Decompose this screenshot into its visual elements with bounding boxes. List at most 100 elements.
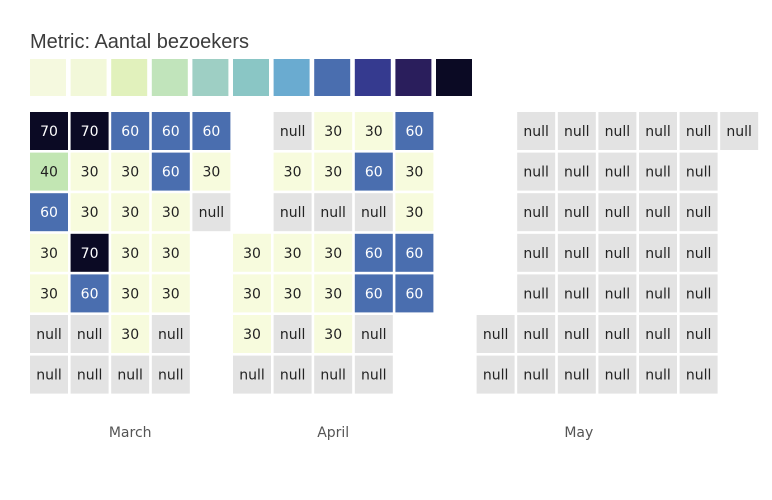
cell-label: null: [320, 368, 346, 384]
heatmap-cell: [233, 355, 271, 394]
cell-label: 30: [162, 286, 180, 302]
cell-label: null: [645, 286, 671, 302]
cell-label: null: [523, 286, 549, 302]
cell-label: null: [564, 124, 590, 140]
cell-label: null: [645, 246, 671, 262]
cell-label: 60: [162, 124, 180, 140]
cell-label: 40: [40, 165, 58, 181]
heatmap-cell: [314, 274, 353, 313]
heatmap-cell: [598, 233, 637, 272]
heatmap-cell: [517, 355, 556, 394]
cell-label: null: [523, 124, 549, 140]
cell-label: null: [564, 368, 590, 384]
heatmap-cell: [395, 112, 434, 150]
cell-label: null: [564, 327, 590, 343]
heatmap-cell: [517, 152, 556, 191]
heatmap-cell: [70, 355, 109, 394]
cell-label: 30: [202, 165, 220, 181]
cell-label: null: [320, 205, 346, 221]
heatmap-cell: [598, 355, 637, 394]
heatmap-cell: [679, 233, 718, 272]
cell-label: null: [686, 286, 712, 302]
heatmap-cell: [192, 152, 231, 191]
cell-label: 30: [405, 165, 423, 181]
cell-label: 60: [365, 165, 383, 181]
heatmap-cell: [111, 274, 150, 313]
heatmap-cell: [517, 274, 556, 313]
heatmap-cell: [476, 355, 515, 394]
legend-swatch: [151, 59, 188, 96]
cell-label: null: [158, 327, 184, 343]
heatmap-cell: [314, 233, 353, 272]
heatmap-cell: [557, 315, 596, 353]
heatmap-cell: [598, 315, 637, 353]
heatmap-cell: [354, 315, 393, 353]
cell-label: null: [36, 327, 62, 343]
heatmap-cell: [30, 355, 68, 394]
cell-label: null: [158, 368, 184, 384]
heatmap-cell: [151, 274, 190, 313]
cell-label: null: [686, 327, 712, 343]
cell-label: null: [564, 246, 590, 262]
cell-label: 30: [324, 165, 342, 181]
heatmap-cell: [111, 193, 150, 232]
cell-label: null: [239, 368, 265, 384]
cell-label: null: [564, 286, 590, 302]
cell-label: null: [36, 368, 62, 384]
cell-label: null: [483, 368, 509, 384]
heatmap-cell: [70, 193, 109, 232]
cell-label: null: [645, 368, 671, 384]
heatmap-cell: [314, 112, 353, 150]
heatmap-cell: [639, 315, 677, 353]
cell-label: null: [726, 124, 752, 140]
month-label: April: [317, 425, 349, 441]
cell-label: 30: [40, 246, 58, 262]
heatmap-cell: [151, 152, 190, 191]
heatmap-cell: [273, 193, 312, 232]
cell-label: 30: [162, 205, 180, 221]
legend-swatch: [111, 59, 148, 96]
cell-label: null: [605, 246, 631, 262]
legend-swatch: [354, 59, 391, 96]
cell-label: null: [605, 124, 631, 140]
legend-swatch: [395, 59, 432, 96]
cell-label: 30: [243, 286, 261, 302]
heatmap-cell: [476, 315, 515, 353]
heatmap-cell: [395, 233, 434, 272]
cell-label: 30: [162, 246, 180, 262]
heatmap-cell: [517, 193, 556, 232]
legend-swatch: [30, 59, 66, 96]
heatmap-cell: [111, 233, 150, 272]
heatmap-cell: [395, 193, 434, 232]
cell-label: null: [645, 205, 671, 221]
cell-label: 60: [405, 246, 423, 262]
cell-label: 30: [405, 205, 423, 221]
cell-label: null: [605, 286, 631, 302]
heatmap-cell: [273, 355, 312, 394]
heatmap-cell: [598, 152, 637, 191]
cell-label: null: [686, 165, 712, 181]
heatmap-cell: [557, 112, 596, 150]
heatmap-cell: [314, 193, 353, 232]
heatmap-cell: [557, 233, 596, 272]
legend-swatch: [192, 59, 229, 96]
heatmap-cell: [517, 233, 556, 272]
heatmap-cell: [679, 355, 718, 394]
heatmap-cell: [639, 274, 677, 313]
heatmap-cell: [598, 274, 637, 313]
cell-label: null: [645, 165, 671, 181]
heatmap-cell: [151, 193, 190, 232]
cell-label: 30: [81, 165, 99, 181]
cell-label: 30: [121, 327, 139, 343]
cell-label: null: [523, 165, 549, 181]
cell-label: null: [686, 124, 712, 140]
month-label: March: [109, 425, 152, 441]
heatmap-cell: [395, 152, 434, 191]
cell-label: null: [361, 368, 387, 384]
heatmap-cell: [679, 112, 718, 150]
cell-label: 70: [81, 246, 99, 262]
heatmap-cell: [679, 274, 718, 313]
cell-label: null: [523, 205, 549, 221]
